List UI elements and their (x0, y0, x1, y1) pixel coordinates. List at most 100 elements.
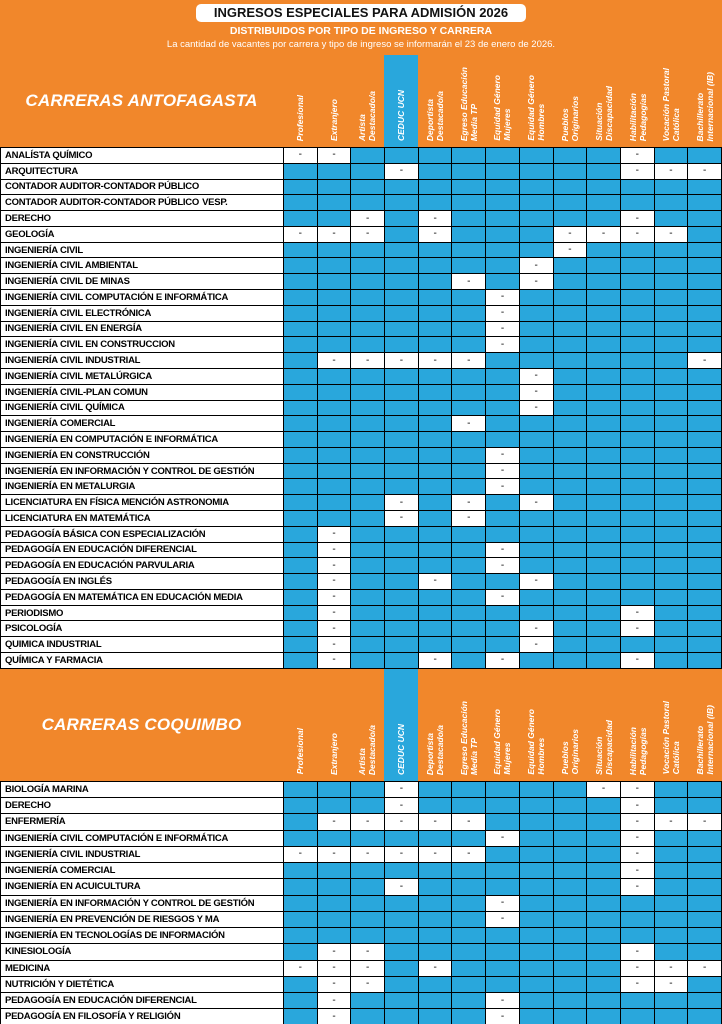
grid-cell (317, 895, 352, 912)
grid-cell (351, 463, 386, 480)
grid-cell (654, 944, 689, 961)
column-header: Equidad Género Mujeres (486, 55, 520, 147)
grid-cell (553, 447, 588, 464)
grid-cell (385, 605, 419, 622)
grid-cell (317, 510, 352, 527)
grid-cell (587, 798, 621, 815)
grid-cell (284, 337, 318, 354)
grid-cell (351, 558, 386, 575)
career-name-cell: INGENIERÍA CIVIL INDUSTRIAL (1, 846, 284, 864)
grid-cell (519, 653, 554, 669)
grid-cell (553, 653, 588, 669)
grid-cell (553, 368, 588, 385)
grid-cell: - (452, 353, 487, 369)
career-name-cell: ANALÍSTA QUÍMICO (1, 148, 284, 164)
column-header: Extranjero (317, 55, 351, 147)
grid-cell (688, 447, 722, 464)
column-header: Habilitación Pedagogías (621, 669, 655, 781)
grid-cell (418, 432, 453, 448)
grid-cell (519, 226, 554, 243)
grid-cell (351, 574, 386, 590)
grid-cell (452, 542, 487, 559)
grid-cell: - (587, 226, 621, 243)
grid-cell (553, 274, 588, 291)
grid-cell (688, 510, 722, 527)
grid-cell (351, 337, 386, 354)
grid-cell (284, 274, 318, 291)
column-header-label: CEDUC UCN (396, 723, 407, 775)
grid-cell (587, 605, 621, 622)
career-name-cell: ARQUITECTURA (1, 163, 284, 180)
grid-cell: - (284, 148, 318, 164)
grid-cell (654, 337, 689, 354)
grid-cell (452, 653, 487, 669)
grid-cell (351, 526, 386, 543)
grid-cell (519, 479, 554, 496)
career-name-cell: INGENIERÍA CIVIL COMPUTACIÓN E INFORMÁTI… (1, 830, 284, 847)
grid-cell (284, 895, 318, 912)
grid-cell (351, 384, 386, 401)
grid-cell: - (486, 463, 520, 480)
career-name-cell: PEDAGOGÍA EN EDUCACIÓN DIFERENCIAL (1, 993, 284, 1010)
career-name-cell: PERIODISMO (1, 605, 284, 622)
grid-cell: - (317, 526, 352, 543)
grid-cell (317, 211, 352, 227)
grid-cell (317, 416, 352, 433)
grid-cell (654, 447, 689, 464)
grid-cell: - (317, 653, 352, 669)
grid-cell (351, 305, 386, 322)
grid-cell (587, 179, 621, 196)
grid-cell (688, 928, 722, 945)
grid-cell: - (486, 993, 520, 1010)
grid-cell: - (317, 226, 352, 243)
grid-cell (553, 960, 588, 977)
grid-cell (486, 621, 520, 638)
grid-cell (486, 960, 520, 977)
grid-cell (587, 195, 621, 212)
grid-cell (418, 179, 453, 196)
grid-cell (688, 830, 722, 847)
grid-cell (587, 574, 621, 590)
grid-cell (688, 368, 722, 385)
column-header: Profesional (283, 669, 317, 781)
grid-cell (284, 814, 318, 831)
grid-cell (654, 510, 689, 527)
grid-cell (553, 179, 588, 196)
grid-cell (519, 432, 554, 448)
grid-cell (519, 830, 554, 847)
grid-cell (553, 1009, 588, 1024)
column-header-label: Situación Discapacidad (593, 719, 614, 775)
grid-cell (418, 258, 453, 275)
column-header: Vocación Pastoral Católica (654, 669, 688, 781)
grid-cell (620, 195, 655, 212)
grid-cell: - (317, 960, 352, 977)
grid-cell (418, 495, 453, 511)
grid-cell (688, 944, 722, 961)
grid-cell (553, 863, 588, 880)
column-header-label: Equidad Género Mujeres (492, 709, 513, 775)
grid-cell (587, 258, 621, 275)
grid-cell: - (620, 879, 655, 896)
grid-cell (654, 148, 689, 164)
grid-cell (418, 637, 453, 653)
grid-cell (385, 195, 419, 212)
grid-cell (654, 781, 689, 799)
grid-cell (620, 928, 655, 945)
grid-cell (452, 242, 487, 259)
grid-cell (654, 384, 689, 401)
grid-cell (519, 605, 554, 622)
grid-cell (317, 495, 352, 511)
grid-cell: - (317, 148, 352, 164)
grid-cell (418, 798, 453, 815)
grid-cell (452, 621, 487, 638)
career-name-cell: LICENCIATURA EN MATEMÁTICA (1, 510, 284, 527)
grid-cell (418, 1009, 453, 1024)
grid-cell: - (688, 163, 722, 180)
grid-cell: - (486, 830, 520, 847)
grid-cell (385, 337, 419, 354)
grid-cell (654, 621, 689, 638)
grid-cell: - (688, 960, 722, 977)
grid-cell (351, 400, 386, 417)
column-header-label: Profesional (294, 94, 305, 141)
grid-cell (587, 416, 621, 433)
